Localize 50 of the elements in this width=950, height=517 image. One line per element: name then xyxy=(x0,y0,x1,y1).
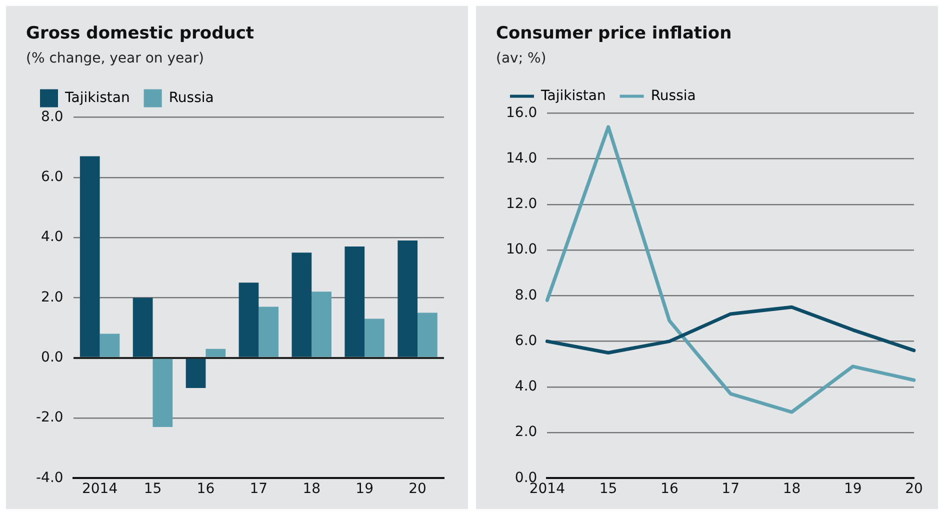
y-tick-label: 16.0 xyxy=(506,104,538,121)
x-tick-label: 2014 xyxy=(82,481,118,498)
legend-label: Russia xyxy=(650,88,696,104)
y-tick-label: 12.0 xyxy=(506,196,538,212)
y-tick-label: -4.0 xyxy=(36,470,64,486)
bar xyxy=(292,252,312,357)
bar xyxy=(418,312,438,357)
x-tick-label: 17 xyxy=(722,481,740,498)
x-tick-label: 18 xyxy=(302,481,321,498)
x-tick-label: 20 xyxy=(905,481,923,498)
x-tick-label: 16 xyxy=(196,481,215,498)
chart-subtitle: (av; %) xyxy=(496,50,546,66)
y-tick-label: 14.0 xyxy=(506,150,538,166)
x-tick-label: 15 xyxy=(144,481,162,498)
bar xyxy=(312,292,332,357)
y-tick-label: 2.0 xyxy=(514,424,538,440)
chart-subtitle: (% change, year on year) xyxy=(26,50,204,66)
y-tick-label: 10.0 xyxy=(506,242,538,258)
bar xyxy=(100,334,120,357)
bar xyxy=(132,298,153,357)
y-tick-label: 6.0 xyxy=(514,332,538,349)
x-tick-label: 15 xyxy=(599,481,618,498)
y-tick-label: -2.0 xyxy=(36,410,64,426)
y-tick-label: 6.0 xyxy=(41,169,64,186)
y-tick-label: 0.0 xyxy=(41,350,64,366)
bar xyxy=(186,358,206,388)
x-tick-label: 19 xyxy=(844,481,862,498)
bar xyxy=(238,282,259,357)
legend-label: Tajikistan xyxy=(540,88,606,104)
x-tick-label: 17 xyxy=(250,481,268,498)
y-tick-label: 2.0 xyxy=(41,289,64,306)
y-tick-label: 8.0 xyxy=(41,108,64,125)
chart-title: Consumer price inflation xyxy=(496,24,732,44)
legend-label: Russia xyxy=(168,90,214,106)
bar xyxy=(206,348,226,357)
bar xyxy=(80,156,100,357)
y-tick-label: 8.0 xyxy=(514,287,538,304)
x-tick-label: 19 xyxy=(356,481,374,498)
chart-title: Gross domestic product xyxy=(26,24,254,44)
bar xyxy=(364,318,384,357)
bar xyxy=(258,306,279,357)
x-tick-label: 18 xyxy=(782,481,801,498)
x-tick-label: 20 xyxy=(408,481,426,498)
y-tick-label: 4.0 xyxy=(514,378,538,395)
y-tick-label: 4.0 xyxy=(41,229,64,246)
bar xyxy=(152,358,173,428)
x-tick-label: 16 xyxy=(660,481,678,498)
legend-label: Tajikistan xyxy=(64,90,130,106)
bar xyxy=(398,240,418,357)
bar xyxy=(344,246,365,357)
